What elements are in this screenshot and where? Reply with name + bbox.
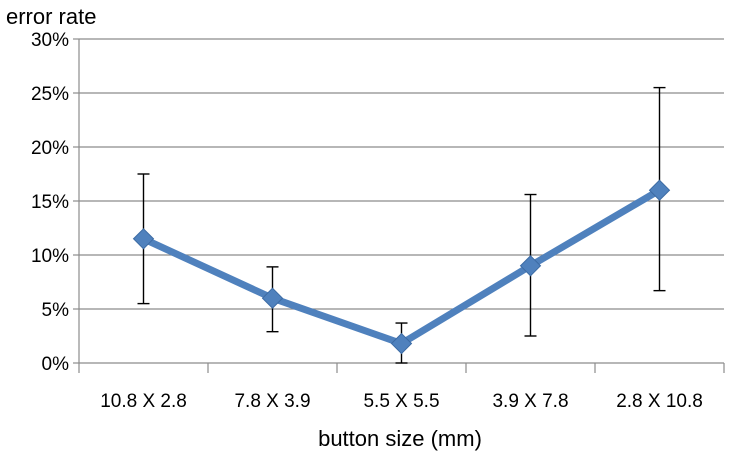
- x-tick-labels: 10.8 X 2.8 7.8 X 3.9 5.5 X 5.5 3.9 X 7.8 2.8…: [100, 391, 703, 412]
- y-tick-label: 5%: [42, 300, 70, 321]
- y-tick-label: 10%: [31, 246, 69, 267]
- x-axis-label: button size (mm): [318, 426, 482, 451]
- x-tick-label: 2.8 X 10.8: [616, 391, 703, 412]
- y-tick-labels: 0% 5% 10% 15% 20% 25% 30%: [31, 30, 69, 375]
- data-points: [132, 179, 671, 355]
- gridlines: [79, 38, 724, 310]
- x-tick-label: 3.9 X 7.8: [492, 391, 568, 412]
- y-tick-label: 0%: [42, 354, 70, 375]
- error-bars: [137, 86, 666, 364]
- x-tick-label: 10.8 X 2.8: [100, 391, 187, 412]
- y-axis-label: error rate: [6, 4, 96, 29]
- data-point-marker: [519, 255, 542, 277]
- data-point-marker: [261, 287, 284, 309]
- y-tick-label: 15%: [31, 192, 69, 213]
- series-line: [140, 186, 663, 348]
- y-tick-label: 20%: [31, 138, 69, 159]
- x-tick-label: 7.8 X 3.9: [234, 391, 310, 412]
- series-lines: [140, 186, 663, 348]
- y-tick-label: 25%: [31, 84, 69, 105]
- data-point-marker: [390, 332, 413, 355]
- data-point-marker: [648, 179, 671, 201]
- y-tick-label: 30%: [31, 30, 69, 51]
- x-tick-label: 5.5 X 5.5: [363, 391, 439, 412]
- data-point-marker: [132, 228, 155, 250]
